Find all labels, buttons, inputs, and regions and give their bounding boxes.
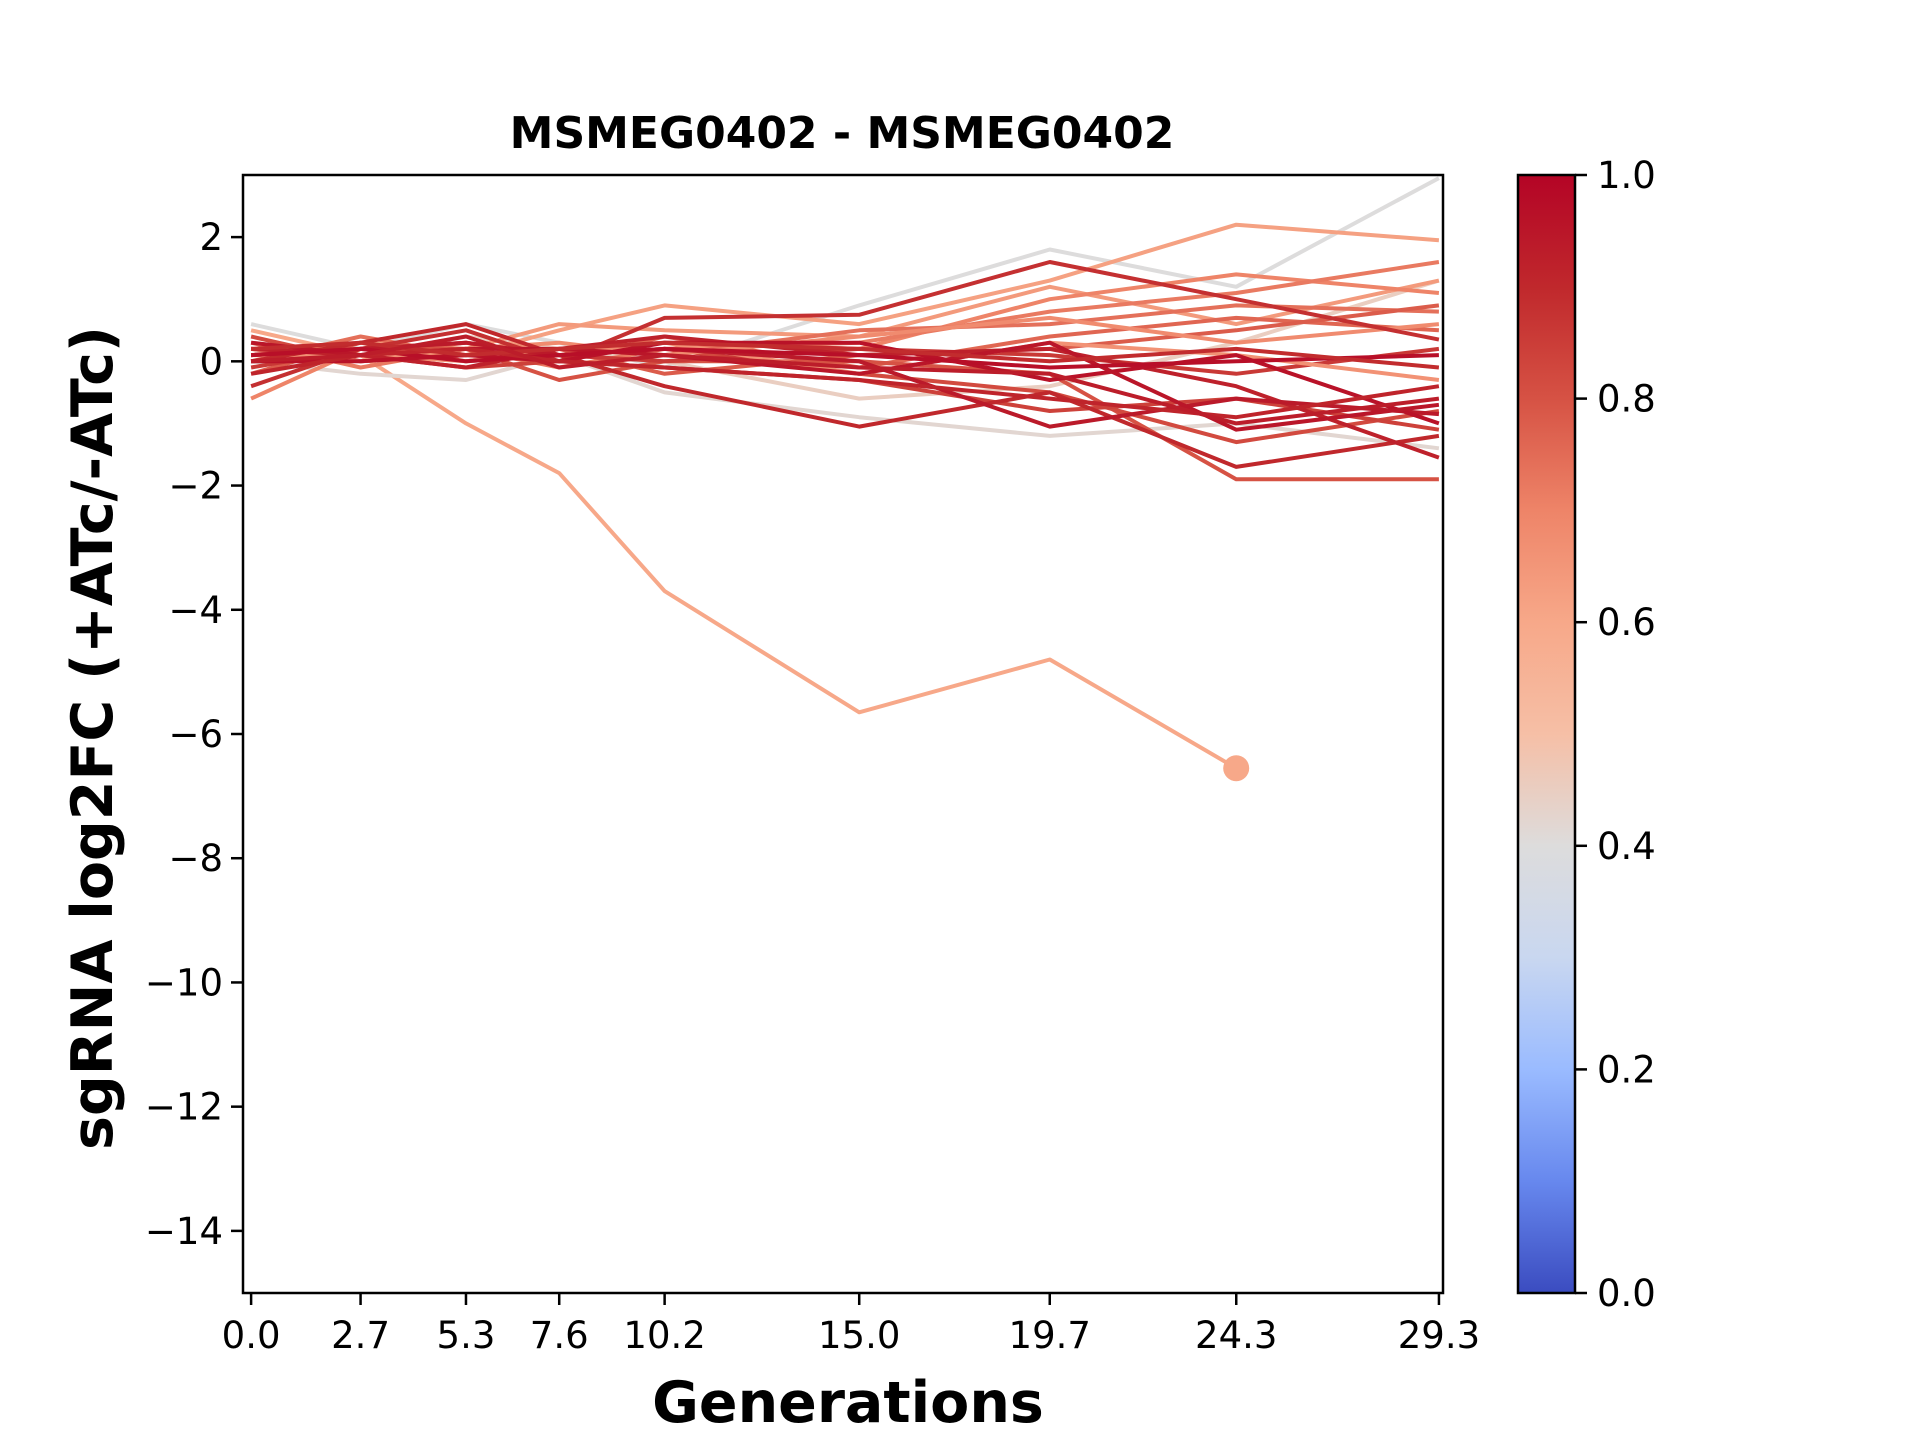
y-axis-label: sgRNA log2FC (+ATc/-ATc) [60, 326, 126, 1150]
series-line-18 [250, 322, 1440, 469]
y-tick-label: −10 [145, 961, 223, 1004]
series-line-0 [250, 328, 1238, 770]
x-tick-label: 29.3 [1398, 1314, 1480, 1357]
y-tick-label: −14 [145, 1210, 223, 1253]
colorbar-tick-label: 0.6 [1597, 601, 1656, 644]
x-tick-label: 7.6 [530, 1314, 589, 1357]
colorbar-ticks: 0.0 0.2 0.4 0.6 0.8 1.0 [1575, 154, 1656, 1315]
series-line-26 [250, 334, 1440, 426]
x-tick-label: 24.3 [1195, 1314, 1277, 1357]
x-tick-label: 2.7 [331, 1314, 390, 1357]
y-tick-label: 2 [199, 216, 223, 259]
colorbar-tick-label: 0.0 [1597, 1272, 1656, 1315]
colorbar: 0.0 0.2 0.4 0.6 0.8 1.0 [1516, 154, 1656, 1315]
colorbar-tick-label: 0.8 [1597, 378, 1656, 421]
colorbar-tick-label: 1.0 [1597, 154, 1656, 197]
x-axis: 0.0 2.7 5.3 7.6 10.2 15.0 19.7 24.3 29.3 [222, 1293, 1480, 1357]
series-line-25 [250, 340, 1440, 370]
series-endpoint-marker-0 [1223, 755, 1250, 782]
y-tick-label: −6 [168, 713, 223, 756]
plot-area [241, 173, 1445, 1295]
y-tick-label: −12 [145, 1086, 223, 1129]
x-tick-label: 10.2 [623, 1314, 705, 1357]
y-tick-label: −8 [168, 837, 223, 880]
x-tick-label: 15.0 [818, 1314, 900, 1357]
chart-title: MSMEG0402 - MSMEG0402 [510, 108, 1175, 159]
y-tick-label: −2 [168, 465, 223, 508]
series-line-17 [250, 260, 1440, 389]
y-axis: 2 0 −2 −4 −6 −8 −10 −12 −14 [145, 216, 243, 1253]
x-tick-label: 5.3 [437, 1314, 496, 1357]
x-tick-label: 0.0 [222, 1314, 281, 1357]
x-tick-label: 19.7 [1009, 1314, 1091, 1357]
y-tick-label: −4 [168, 589, 223, 632]
y-tick-label: 0 [199, 340, 223, 383]
colorbar-tick-label: 0.4 [1597, 825, 1656, 868]
series-line-24 [250, 346, 1440, 420]
x-axis-label: Generations [652, 1370, 1044, 1436]
colorbar-tick-label: 0.2 [1597, 1048, 1656, 1091]
series-layer [250, 176, 1440, 782]
colorbar-gradient [1516, 173, 1577, 1295]
